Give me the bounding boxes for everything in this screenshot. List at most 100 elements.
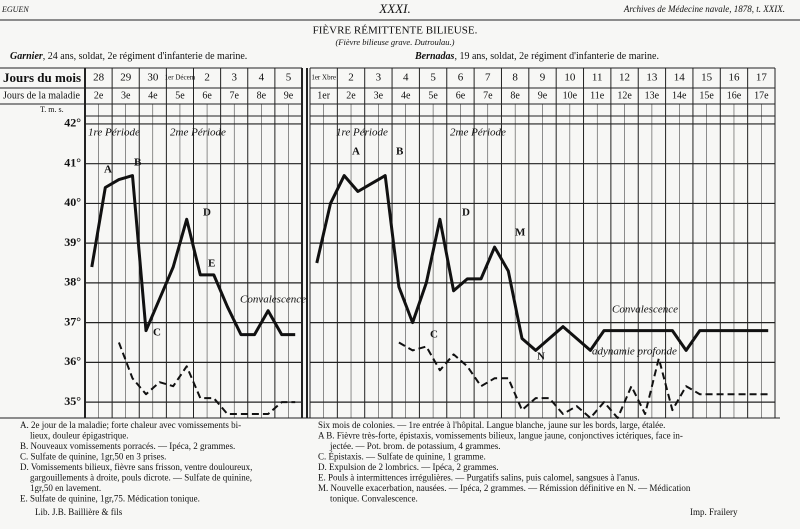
temperature-line [315,174,769,352]
annotation: D [203,207,211,219]
day-label: 6 [458,72,464,84]
sick-day-label: 7e [483,90,493,101]
day-label: 2 [348,72,354,84]
sick-day-label: 1er [317,90,330,101]
sick-day-label: 6e [202,90,212,101]
patient-info: , 24 ans, soldat, 2e régiment d'infanter… [43,51,248,62]
temperature-line [90,174,296,337]
sick-day-label: 16e [727,90,742,101]
patient-name: Garnier [10,51,43,62]
subtitle: (Fièvre bilieuse grave. Dutroulau.) [335,37,454,47]
row-label: Jours de la maladie [3,90,80,101]
note-line: E. Sulfate de quinine, 1gr,75. Médicatio… [20,494,200,504]
annotation: 1re Période [88,127,140,139]
note-line: D. Expulsion de 2 lombrics. — Ipéca, 2 g… [318,462,498,472]
annotation: N [537,351,545,363]
annotation: Convalescence [240,294,306,306]
day-label: 3 [231,72,237,84]
patient-info: , 19 ans, soldat, 2e régiment d'infanter… [454,51,659,62]
row-label: Jours du mois [3,70,81,85]
sick-day-label: 5e [175,90,185,101]
pulse-line [117,342,296,415]
sick-day-label: 9e [538,90,548,101]
note-line: tonique. Convalescence. [330,494,418,504]
day-label: 7 [485,72,491,84]
y-tick-label: 39° [64,235,81,249]
page-number: XXXI. [378,1,410,16]
day-label: 1er Xbre [311,74,336,82]
annotation: adynamie profonde [592,346,677,358]
day-label: 11 [592,72,603,84]
annotation: C [430,329,438,341]
note-line: 1gr,50 en lavement. [30,483,101,493]
annotation: E [208,258,215,270]
day-label: 16 [728,72,740,84]
annotation: D [462,207,470,219]
day-label: 3 [376,72,382,84]
note-line: gargouillements à droite, pouls dicrote.… [30,473,252,483]
annotation: Convalescence [612,304,678,316]
note-line: A. 2e jour de la maladie; forte chaleur … [20,420,241,430]
annotation: A [352,146,360,158]
footer-left: Lib. J.B. Baillière & fils [35,507,123,517]
running-left: EGUEN [1,5,29,14]
sick-day-label: 8e [257,90,267,101]
annotation: 1re Période [336,127,388,139]
day-label: 4 [259,72,265,84]
annotation: M [515,227,526,239]
sick-day-label: 4e [401,90,411,101]
sick-day-label: 5e [428,90,438,101]
footer-right: Imp. Frailery [690,507,738,517]
y-tick-label: 41° [64,155,81,169]
note-line: M. Nouvelle exacerbation, nausées. — Ipé… [318,483,691,493]
y-tick-label: 36° [64,354,81,368]
day-label: 13 [646,72,658,84]
note-line: C. Sulfate de quinine, 1gr,50 en 3 prise… [20,452,166,462]
y-tick-label: 37° [64,314,81,328]
annotation: 2me Période [450,127,506,139]
day-label: 1er Décem [165,74,196,82]
sick-day-label: 12e [617,90,632,101]
sick-day-label: 15e [699,90,714,101]
day-label: 5 [430,72,436,84]
sick-day-label: 8e [510,90,520,101]
running-right: Archives de Médecine navale, 1878, t. XX… [623,4,785,14]
day-label: 29 [120,72,132,84]
patient: Garnier, 24 ans, soldat, 2e régiment d'i… [10,51,247,62]
note-line: A B. Fièvre très-forte, épistaxis, vomis… [318,431,683,441]
note-line: D. Vomissements bilieux, fièvre sans fri… [20,462,252,472]
y-tick-label: 38° [64,275,81,289]
annotation: B [396,146,404,158]
patient-name: Bernadas [414,51,455,62]
day-label: 5 [286,72,292,84]
sick-day-label: 2e [94,90,104,101]
note-line: jectée. — Pot. brom. de potassium, 4 gra… [329,441,500,451]
sick-day-label: 14e [672,90,687,101]
day-label: 4 [403,72,409,84]
sick-day-label: 11e [590,90,605,101]
note-line: C. Épistaxis. — Sulfate de quinine, 1 gr… [318,452,486,462]
note-line: Six mois de colonies. — 1re entrée à l'h… [318,420,665,430]
title: FIÈVRE RÉMITTENTE BILIEUSE. [313,25,478,37]
day-label: 9 [540,72,546,84]
sick-day-label: 7e [229,90,239,101]
annotation: A [104,164,112,176]
note-line: lieux, douleur épigastrique. [30,431,128,441]
day-label: 8 [512,72,518,84]
day-label: 10 [564,72,576,84]
day-label: 30 [147,72,159,84]
sick-day-label: 17e [754,90,769,101]
day-label: 14 [674,72,686,84]
sick-day-label: 9e [284,90,294,101]
note-line: B. Nouveaux vomissements porracés. — Ipé… [20,441,235,451]
row-label: T. m. s. [40,105,64,114]
sick-day-label: 10e [563,90,578,101]
day-label: 12 [619,72,630,84]
y-tick-label: 42° [64,116,81,130]
sick-day-label: 3e [374,90,384,101]
pulse-line [398,341,769,419]
sick-day-label: 4e [148,90,158,101]
y-tick-label: 40° [64,195,81,209]
sick-day-label: 3e [121,90,131,101]
annotation: B [134,157,142,169]
